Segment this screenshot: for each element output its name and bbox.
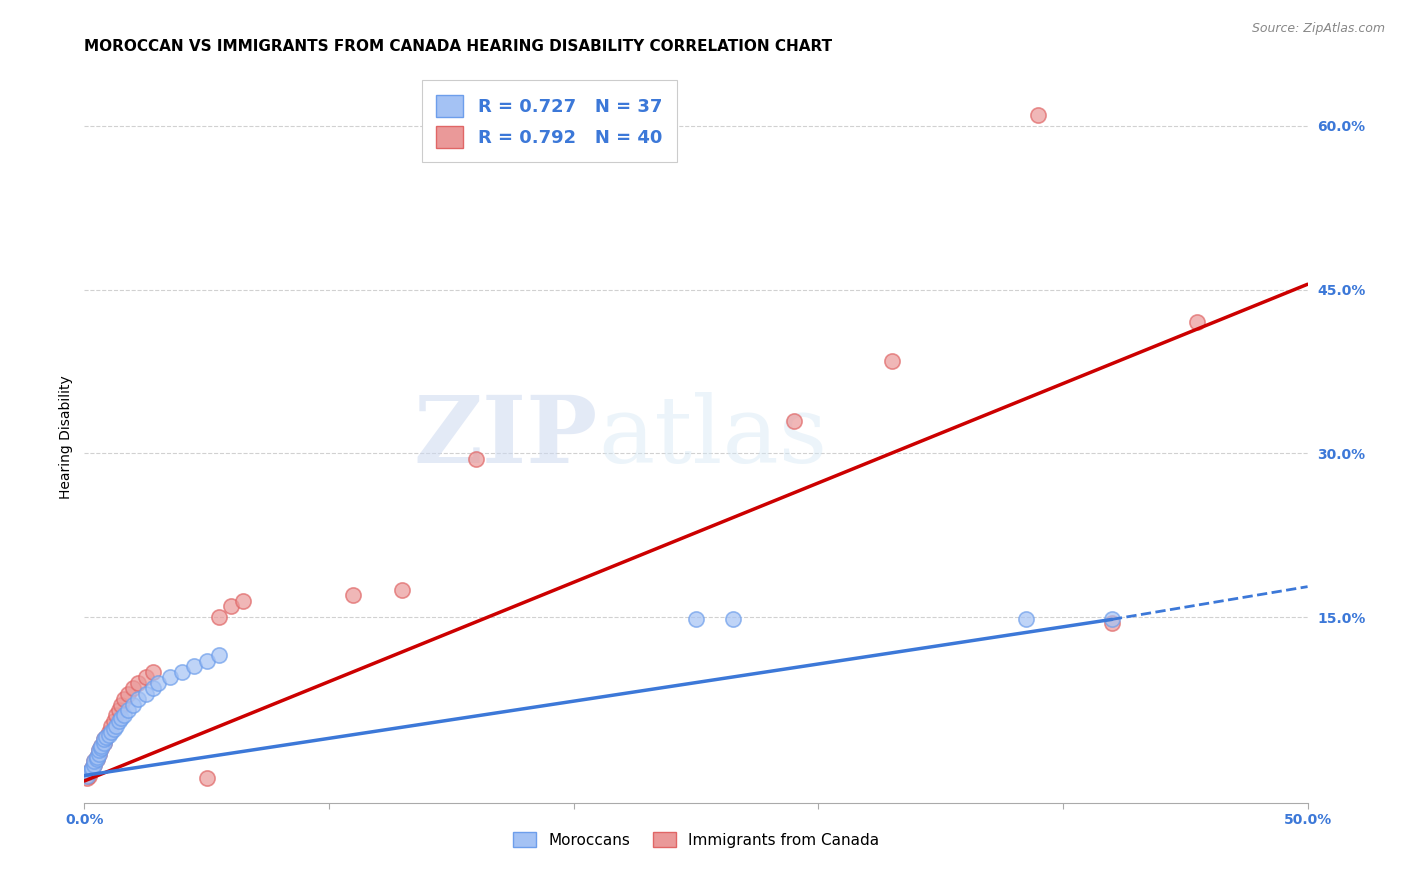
Point <box>122 698 145 712</box>
Point <box>93 732 115 747</box>
Point <box>87 747 110 761</box>
Point <box>80 763 103 777</box>
Point <box>105 719 128 733</box>
Point <box>195 771 218 785</box>
Point <box>83 754 105 768</box>
Point <box>232 594 254 608</box>
Point <box>90 739 112 753</box>
Point <box>100 724 122 739</box>
Text: Source: ZipAtlas.com: Source: ZipAtlas.com <box>1251 22 1385 36</box>
Point <box>100 719 122 733</box>
Point <box>107 703 129 717</box>
Point <box>112 708 135 723</box>
Point <box>117 687 139 701</box>
Point <box>90 741 112 756</box>
Point <box>127 692 149 706</box>
Point <box>93 736 115 750</box>
Point <box>195 654 218 668</box>
Point <box>219 599 242 614</box>
Point <box>1187 315 1209 329</box>
Point <box>685 612 707 626</box>
Point <box>135 687 157 701</box>
Point <box>110 711 132 725</box>
Point <box>110 698 132 712</box>
Point <box>142 681 165 695</box>
Point <box>117 703 139 717</box>
Point <box>159 670 181 684</box>
Point <box>87 743 110 757</box>
Point <box>880 353 903 368</box>
Point <box>80 761 103 775</box>
Point <box>87 743 110 757</box>
Point <box>96 731 118 745</box>
Point <box>87 747 110 761</box>
Point <box>76 771 98 785</box>
Point <box>93 732 115 747</box>
Point <box>1101 612 1123 626</box>
Point <box>103 714 125 728</box>
Point <box>183 659 205 673</box>
Point <box>122 681 145 695</box>
Point <box>208 648 231 663</box>
Point <box>103 722 125 736</box>
Point <box>127 675 149 690</box>
Text: ZIP: ZIP <box>413 392 598 482</box>
Point <box>80 763 103 777</box>
Point <box>96 731 118 745</box>
Point <box>83 754 105 768</box>
Point <box>77 765 100 780</box>
Point <box>90 739 112 753</box>
Point <box>86 750 108 764</box>
Point <box>83 757 105 772</box>
Point <box>107 714 129 728</box>
Point <box>93 736 115 750</box>
Point <box>146 675 169 690</box>
Point <box>721 612 744 626</box>
Point <box>90 741 112 756</box>
Point <box>80 761 103 775</box>
Point <box>76 768 98 782</box>
Point <box>77 768 100 782</box>
Text: MOROCCAN VS IMMIGRANTS FROM CANADA HEARING DISABILITY CORRELATION CHART: MOROCCAN VS IMMIGRANTS FROM CANADA HEARI… <box>84 38 832 54</box>
Point <box>142 665 165 679</box>
Point <box>1015 612 1038 626</box>
Point <box>172 665 194 679</box>
Point <box>105 708 128 723</box>
Point <box>391 582 413 597</box>
Point <box>1028 108 1050 122</box>
Legend: Moroccans, Immigrants from Canada: Moroccans, Immigrants from Canada <box>506 825 886 854</box>
Point <box>342 588 364 602</box>
Point <box>464 451 486 466</box>
Point <box>208 610 231 624</box>
Point <box>112 692 135 706</box>
Point <box>86 750 108 764</box>
Point <box>86 752 108 766</box>
Point <box>135 670 157 684</box>
Point <box>83 757 105 772</box>
Point <box>1101 615 1123 630</box>
Point <box>86 752 108 766</box>
Y-axis label: Hearing Disability: Hearing Disability <box>59 376 73 499</box>
Point <box>783 414 806 428</box>
Point <box>77 765 100 780</box>
Text: atlas: atlas <box>598 392 827 482</box>
Point <box>97 724 120 739</box>
Point <box>97 728 120 742</box>
